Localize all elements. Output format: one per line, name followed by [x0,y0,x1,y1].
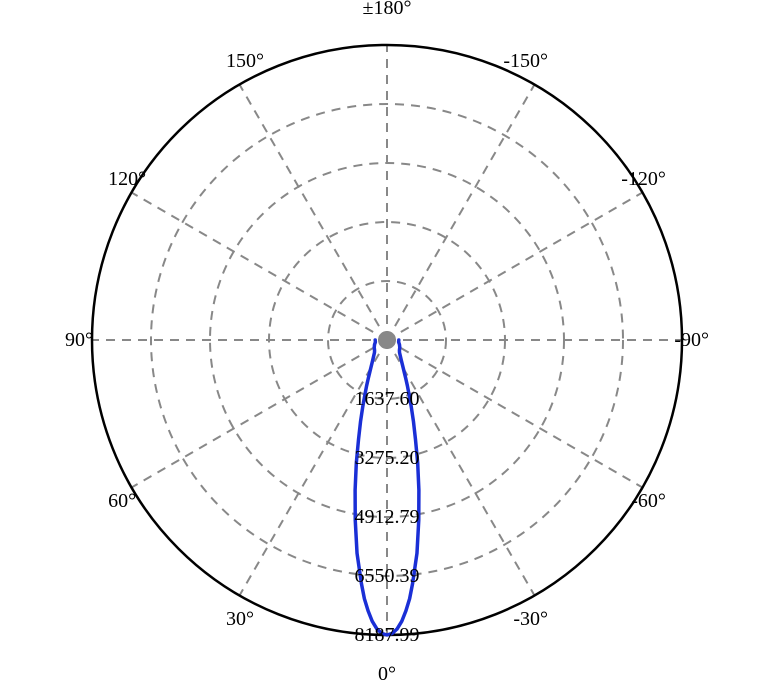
radial-tick-label: 6550.39 [355,565,420,587]
radial-tick-label: 3275.20 [355,447,420,469]
center-dot [378,331,396,349]
angle-tick-label: -90° [674,329,709,351]
radial-tick-label: 4912.79 [355,506,420,528]
angle-tick-label: 0° [378,663,396,685]
angle-tick-label: -120° [621,168,666,190]
angle-tick-label: ±180° [363,0,412,19]
angle-tick-label: -30° [513,608,548,630]
angle-tick-label: 60° [108,490,136,512]
polar-chart: 1637.60 3275.20 4912.79 6550.39 8187.99 ±180°… [0,0,775,697]
angle-tick-label: 150° [226,50,264,72]
angle-tick-label: -150° [503,50,548,72]
angle-tick-label: 30° [226,608,254,630]
radial-tick-label: 8187.99 [355,624,420,646]
angle-tick-label: -60° [631,490,666,512]
angle-tick-label: 120° [108,168,146,190]
angle-tick-label: 90° [65,329,93,351]
radial-tick-label: 1637.60 [355,388,420,410]
